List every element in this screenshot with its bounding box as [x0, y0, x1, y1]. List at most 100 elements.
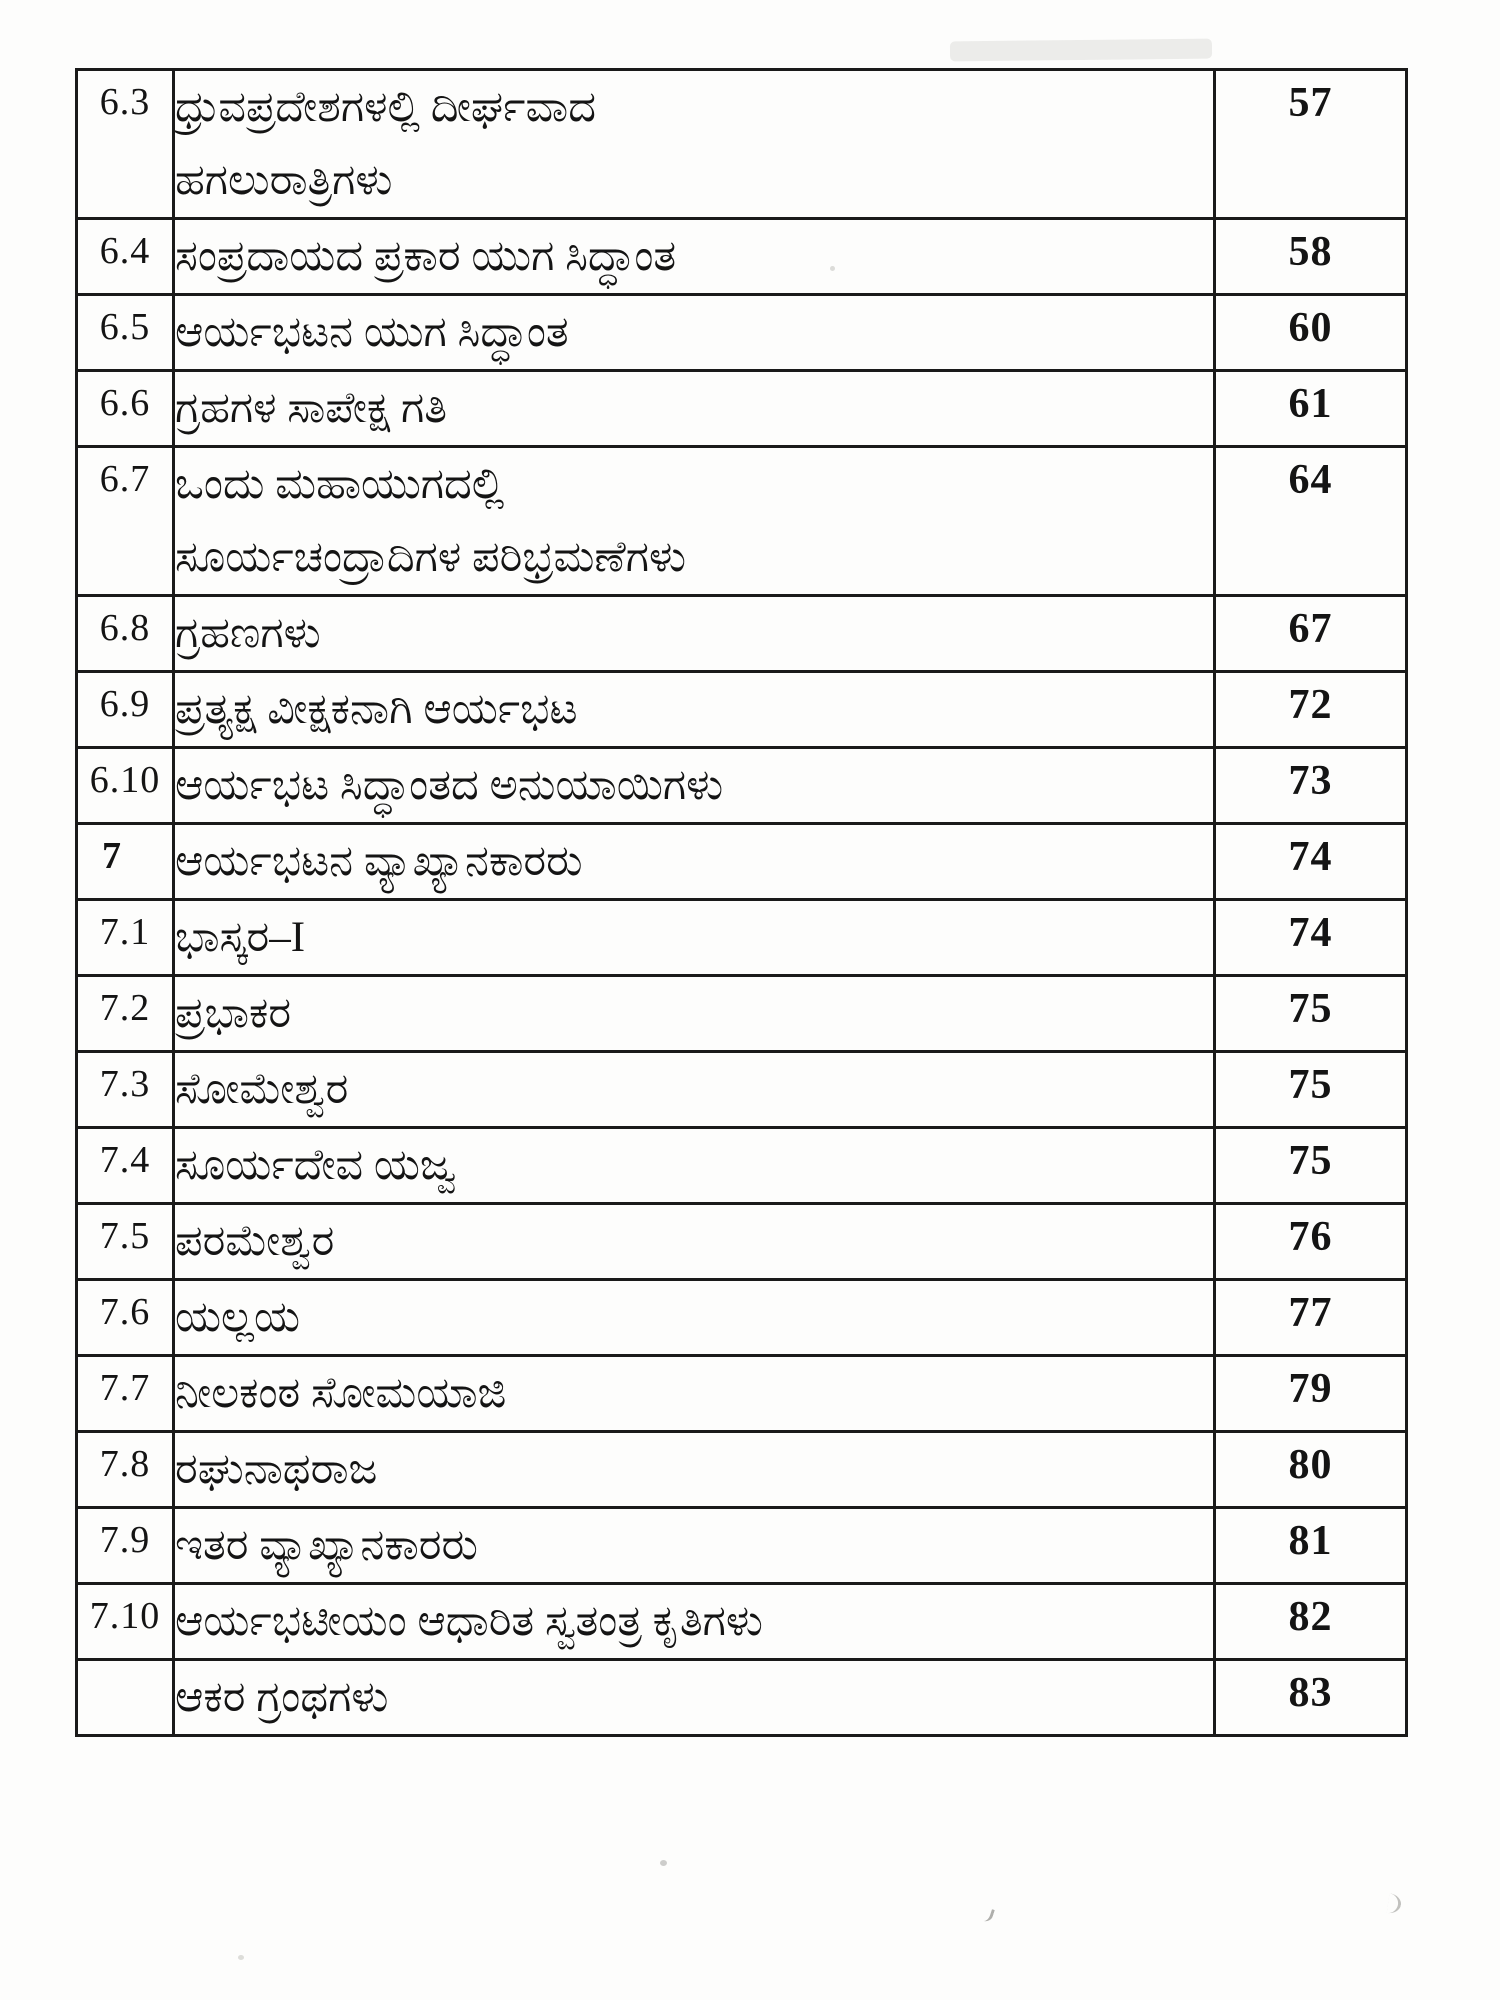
section-number: 7.3 [75, 1050, 175, 1129]
page-number: 83 [1213, 1658, 1408, 1737]
title-line: ಆಕರ ಗ್ರಂಥಗಳು [175, 1674, 389, 1721]
page-number: 67 [1213, 594, 1408, 673]
section-title: ಪ್ರತ್ಯಕ್ಷ ವೀಕ್ಷಕನಾಗಿ ಆರ್ಯಭಟ [172, 670, 1216, 749]
section-title: ಸೋಮೇಶ್ವರ [172, 1050, 1216, 1129]
title-line: ಆರ್ಯಭಟೀಯಂ ಆಧಾರಿತ ಸ್ವತಂತ್ರ ಕೃತಿಗಳು [175, 1598, 763, 1645]
page-number: 72 [1213, 670, 1408, 749]
title-line: ಭಾಸ್ಕರ–I [175, 914, 306, 961]
title-line: ಸೂರ್ಯದೇವ ಯಜ್ವ [175, 1142, 457, 1189]
toc-row: ಆಕರ ಗ್ರಂಥಗಳು 83 [75, 1658, 1408, 1737]
title-line: ಹಗಲುರಾತ್ರಿಗಳು [175, 157, 393, 204]
scan-artifact [949, 38, 1213, 62]
page-number: 74 [1213, 822, 1408, 901]
section-number: 7.6 [75, 1278, 175, 1357]
toc-row: 7.9 ಇತರ ವ್ಯಾಖ್ಯಾನಕಾರರು 81 [75, 1506, 1408, 1585]
section-number: 6.6 [75, 369, 175, 448]
toc-row: 7.6 ಯಲ್ಲಯ 77 [75, 1278, 1408, 1357]
page-number: 73 [1213, 746, 1408, 825]
section-number: 7.8 [75, 1430, 175, 1509]
page-number: 75 [1213, 1126, 1408, 1205]
section-title: ಧ್ರುವಪ್ರದೇಶಗಳಲ್ಲಿ ದೀರ್ಘವಾದ ಹಗಲುರಾತ್ರಿಗಳು [172, 68, 1216, 220]
section-title: ಯಲ್ಲಯ [172, 1278, 1216, 1357]
title-line: ಪ್ರಭಾಕರ [175, 990, 292, 1037]
section-title: ಸಂಪ್ರದಾಯದ ಪ್ರಕಾರ ಯುಗ ಸಿದ್ಧಾಂತ [172, 217, 1216, 296]
section-title: ಇತರ ವ್ಯಾಖ್ಯಾನಕಾರರು [172, 1506, 1216, 1585]
section-title: ರಘುನಾಥರಾಜ [172, 1430, 1216, 1509]
toc-row: 6.10 ಆರ್ಯಭಟ ಸಿದ್ಧಾಂತದ ಅನುಯಾಯಿಗಳು 73 [75, 746, 1408, 825]
toc-row: 6.6 ಗ್ರಹಗಳ ಸಾಪೇಕ್ಷ ಗತಿ 61 [75, 369, 1408, 448]
page-number: 81 [1213, 1506, 1408, 1585]
page-number: 82 [1213, 1582, 1408, 1661]
toc-row: 6.3 ಧ್ರುವಪ್ರದೇಶಗಳಲ್ಲಿ ದೀರ್ಘವಾದ ಹಗಲುರಾತ್ರಿ… [75, 68, 1408, 220]
section-number: 7.9 [75, 1506, 175, 1585]
page-number: 80 [1213, 1430, 1408, 1509]
toc-row: 6.8 ಗ್ರಹಣಗಳು 67 [75, 594, 1408, 673]
page-number: 79 [1213, 1354, 1408, 1433]
section-number: 6.9 [75, 670, 175, 749]
title-line: ಪರಮೇಶ್ವರ [175, 1218, 335, 1265]
page-number: 57 [1213, 68, 1408, 220]
scan-artifact [238, 1955, 244, 1960]
section-title: ಗ್ರಹಣಗಳು [172, 594, 1216, 673]
page-number: 75 [1213, 1050, 1408, 1129]
section-title: ಆರ್ಯಭಟೀಯಂ ಆಧಾರಿತ ಸ್ವತಂತ್ರ ಕೃತಿಗಳು [172, 1582, 1216, 1661]
page-number: 58 [1213, 217, 1408, 296]
section-title: ಸೂರ್ಯದೇವ ಯಜ್ವ [172, 1126, 1216, 1205]
section-number: 7.2 [75, 974, 175, 1053]
section-number: 7.7 [75, 1354, 175, 1433]
page-number: 75 [1213, 974, 1408, 1053]
section-number: 6.8 [75, 594, 175, 673]
section-title: ಭಾಸ್ಕರ–I [172, 898, 1216, 977]
toc-body: 6.3 ಧ್ರುವಪ್ರದೇಶಗಳಲ್ಲಿ ದೀರ್ಘವಾದ ಹಗಲುರಾತ್ರಿ… [75, 68, 1408, 1737]
section-title: ಆರ್ಯಭಟನ ಯುಗ ಸಿದ್ಧಾಂತ [172, 293, 1216, 372]
toc-row: 7.3 ಸೋಮೇಶ್ವರ 75 [75, 1050, 1408, 1129]
toc-row: 7.7 ನೀಲಕಂಠ ಸೋಮಯಾಜಿ 79 [75, 1354, 1408, 1433]
section-title: ಆರ್ಯಭಟ ಸಿದ್ಧಾಂತದ ಅನುಯಾಯಿಗಳು [172, 746, 1216, 825]
title-line: ನೀಲಕಂಠ ಸೋಮಯಾಜಿ [175, 1370, 507, 1417]
title-line: ಗ್ರಹಣಗಳು [175, 610, 321, 657]
page-number: 74 [1213, 898, 1408, 977]
title-line: ಯಲ್ಲಯ [175, 1294, 301, 1341]
toc-row: 6.7 ಒಂದು ಮಹಾಯುಗದಲ್ಲಿ ಸೂರ್ಯಚಂದ್ರಾದಿಗಳ ಪರಿಭ… [75, 445, 1408, 597]
section-number: 7.1 [75, 898, 175, 977]
toc-row: 7.8 ರಘುನಾಥರಾಜ 80 [75, 1430, 1408, 1509]
page-number: 60 [1213, 293, 1408, 372]
title-line: ಆರ್ಯಭಟನ ಯುಗ ಸಿದ್ಧಾಂತ [175, 309, 569, 356]
toc-row: 6.9 ಪ್ರತ್ಯಕ್ಷ ವೀಕ್ಷಕನಾಗಿ ಆರ್ಯಭಟ 72 [75, 670, 1408, 749]
page-number: 61 [1213, 369, 1408, 448]
section-number: 6.4 [75, 217, 175, 296]
section-number: 7.4 [75, 1126, 175, 1205]
section-title: ಪ್ರಭಾಕರ [172, 974, 1216, 1053]
title-line: ಆರ್ಯಭಟನ ವ್ಯಾಖ್ಯಾನಕಾರರು [175, 838, 583, 885]
section-number: 7.10 [75, 1582, 175, 1661]
toc-row: 7.1 ಭಾಸ್ಕರ–I 74 [75, 898, 1408, 977]
scan-artifact [660, 1860, 667, 1866]
title-line: ಒಂದು ಮಹಾಯುಗದಲ್ಲಿ [175, 461, 505, 508]
page-number: 64 [1213, 445, 1408, 597]
section-title: ಆರ್ಯಭಟನ ವ್ಯಾಖ್ಯಾನಕಾರರು [172, 822, 1216, 901]
toc-row: 7.2 ಪ್ರಭಾಕರ 75 [75, 974, 1408, 1053]
toc-row: 6.4 ಸಂಪ್ರದಾಯದ ಪ್ರಕಾರ ಯುಗ ಸಿದ್ಧಾಂತ 58 [75, 217, 1408, 296]
section-number: 6.7 [75, 445, 175, 597]
title-line: ಸೋಮೇಶ್ವರ [175, 1066, 349, 1113]
toc-table: 6.3 ಧ್ರುವಪ್ರದೇಶಗಳಲ್ಲಿ ದೀರ್ಘವಾದ ಹಗಲುರಾತ್ರಿ… [75, 68, 1408, 1737]
title-line: ಧ್ರುವಪ್ರದೇಶಗಳಲ್ಲಿ ದೀರ್ಘವಾದ [175, 84, 597, 131]
title-line: ಸಂಪ್ರದಾಯದ ಪ್ರಕಾರ ಯುಗ ಸಿದ್ಧಾಂತ [175, 233, 677, 280]
title-line: ಪ್ರತ್ಯಕ್ಷ ವೀಕ್ಷಕನಾಗಿ ಆರ್ಯಭಟ [175, 686, 578, 733]
toc-row: 7.5 ಪರಮೇಶ್ವರ 76 [75, 1202, 1408, 1281]
section-title: ಒಂದು ಮಹಾಯುಗದಲ್ಲಿ ಸೂರ್ಯಚಂದ್ರಾದಿಗಳ ಪರಿಭ್ರಮಣ… [172, 445, 1216, 597]
toc-row: 6.5 ಆರ್ಯಭಟನ ಯುಗ ಸಿದ್ಧಾಂತ 60 [75, 293, 1408, 372]
toc-row: 7.4 ಸೂರ್ಯದೇವ ಯಜ್ವ 75 [75, 1126, 1408, 1205]
page-number: 77 [1213, 1278, 1408, 1357]
title-line: ಸೂರ್ಯಚಂದ್ರಾದಿಗಳ ಪರಿಭ್ರಮಣೆಗಳು [175, 534, 687, 581]
title-line: ಇತರ ವ್ಯಾಖ್ಯಾನಕಾರರು [175, 1522, 478, 1569]
section-title: ಆಕರ ಗ್ರಂಥಗಳು [172, 1658, 1216, 1737]
section-title: ನೀಲಕಂಠ ಸೋಮಯಾಜಿ [172, 1354, 1216, 1433]
toc-row: 7 ಆರ್ಯಭಟನ ವ್ಯಾಖ್ಯಾನಕಾರರು 74 [75, 822, 1408, 901]
section-number [75, 1658, 175, 1737]
scan-artifact [1386, 1893, 1403, 1915]
toc-row: 7.10 ಆರ್ಯಭಟೀಯಂ ಆಧಾರಿತ ಸ್ವತಂತ್ರ ಕೃತಿಗಳು 8… [75, 1582, 1408, 1661]
section-number: 7 [75, 822, 175, 901]
section-number: 6.3 [75, 68, 175, 220]
